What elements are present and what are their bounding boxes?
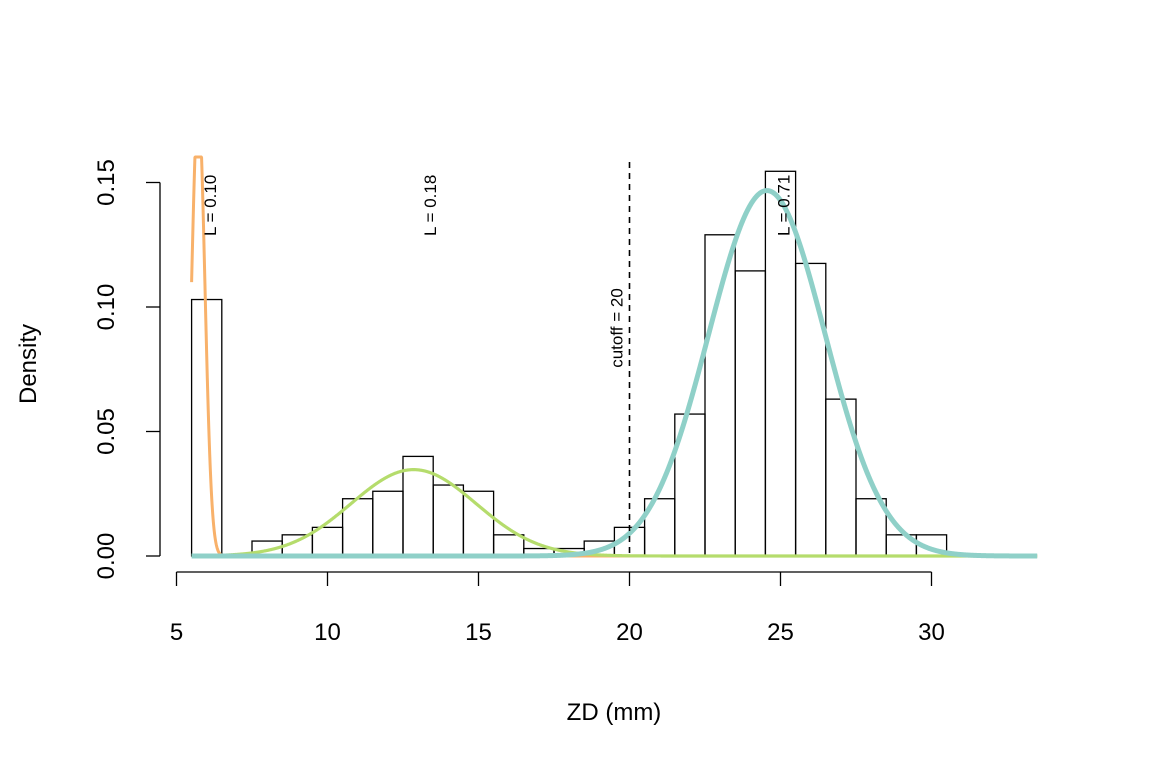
x-tick-label-1: 10 (314, 619, 341, 646)
histogram-bar-5 (372, 490, 404, 557)
x-axis-title: ZD (mm) (567, 699, 662, 726)
y-axis-title: Density (15, 324, 42, 404)
y-tick-label-0: 0.00 (93, 533, 120, 580)
histogram-bar-7 (432, 484, 465, 557)
density-curves (189, 155, 1040, 559)
y-tick-label-2: 0.10 (93, 284, 120, 331)
x-tick-label-3: 20 (616, 619, 643, 646)
y-axis: 0.00 0.05 0.10 0.15 (93, 159, 161, 580)
histogram-bar-9 (492, 534, 525, 557)
histogram-bar-19 (794, 262, 827, 557)
component-labels: L = 0.10 L = 0.18 L = 0.71 (201, 175, 794, 236)
component-label-2: L = 0.18 (421, 175, 440, 236)
x-tick-label-0: 5 (170, 619, 183, 646)
density-curve-3 (189, 188, 1040, 559)
y-tick-label-3: 0.15 (93, 159, 120, 206)
x-tick-label-5: 30 (918, 619, 945, 646)
cutoff-label: cutoff = 20 (608, 288, 627, 368)
x-axis: 5 10 15 20 25 30 (170, 571, 945, 646)
component-label-3: L = 0.71 (775, 175, 794, 236)
component-label-1: L = 0.10 (201, 175, 220, 236)
density-curve-2 (190, 468, 1039, 558)
histogram-bar-17 (734, 270, 767, 557)
y-tick-label-1: 0.05 (93, 408, 120, 455)
histogram-bar-8 (462, 490, 495, 557)
x-tick-label-4: 25 (767, 619, 794, 646)
cutoff-group: cutoff = 20 (608, 162, 631, 558)
x-tick-label-2: 15 (465, 619, 492, 646)
